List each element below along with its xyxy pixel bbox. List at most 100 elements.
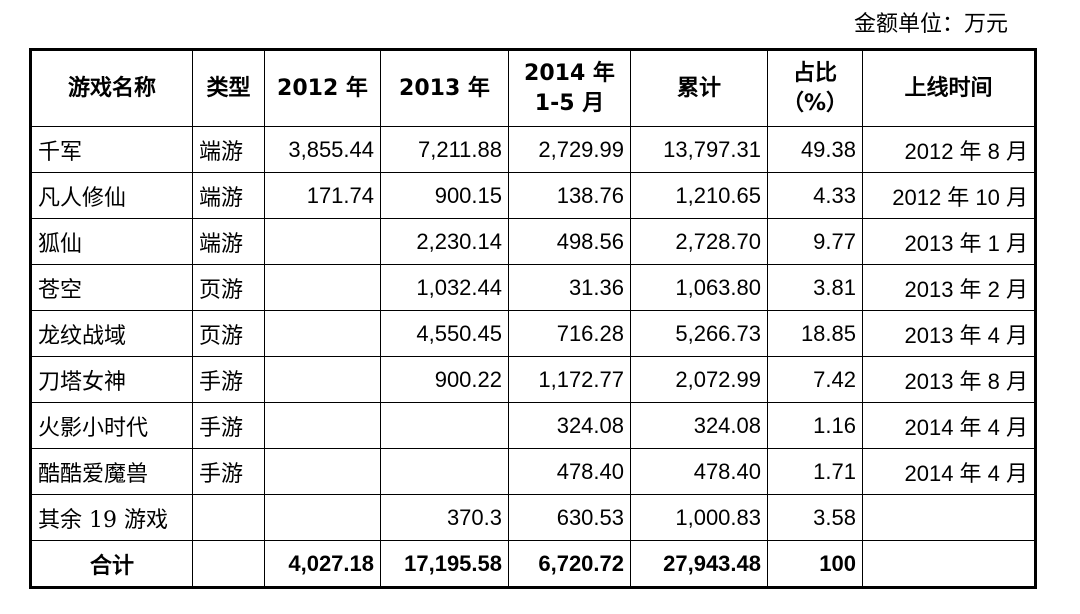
cell-y2014: 498.56 <box>508 218 631 265</box>
cell-y2012 <box>264 402 381 449</box>
header-total: 累计 <box>630 49 768 127</box>
header-2014-line1: 2014 年 <box>524 60 615 86</box>
cell-total: 478.40 <box>630 448 768 495</box>
cell-share: 49.38 <box>767 126 863 173</box>
cell-total: 1,000.83 <box>630 494 768 541</box>
total-row: 合计 4,027.18 17,195.58 6,720.72 27,943.48 100 <box>30 540 1036 588</box>
cell-y2014: 1,172.77 <box>508 356 631 403</box>
cell-share: 7.42 <box>767 356 863 403</box>
header-2014: 2014 年 1-5 月 <box>508 49 631 127</box>
cell-y2012 <box>264 356 381 403</box>
table-row: 酷酷爱魔兽 手游 478.40 478.40 1.71 2014 年 4 月 <box>30 448 1036 495</box>
table-row: 苍空 页游 1,032.44 31.36 1,063.80 3.81 2013 年 2 月 <box>30 264 1036 311</box>
table-row: 龙纹战域 页游 4,550.45 716.28 5,266.73 18.85 2013 年 … <box>30 310 1036 357</box>
cell-y2012: 3,855.44 <box>264 126 381 173</box>
cell-type: 端游 <box>192 126 265 173</box>
cell-launch: 2012 年 10 月 <box>862 172 1036 219</box>
cell-y2012 <box>264 494 381 541</box>
cell-share: 3.81 <box>767 264 863 311</box>
cell-name: 其余 19 游戏 <box>30 494 193 541</box>
cell-type: 手游 <box>192 402 265 449</box>
cell-y2012 <box>264 448 381 495</box>
cell-name: 酷酷爱魔兽 <box>30 448 193 495</box>
cell-name: 苍空 <box>30 264 193 311</box>
table-row: 凡人修仙 端游 171.74 900.15 138.76 1,210.65 4.33 2012… <box>30 172 1036 219</box>
cell-type: 手游 <box>192 356 265 403</box>
cell-launch: 2013 年 8 月 <box>862 356 1036 403</box>
cell-y2012: 171.74 <box>264 172 381 219</box>
header-type: 类型 <box>192 49 265 127</box>
table-row: 火影小时代 手游 324.08 324.08 1.16 2014 年 4 月 <box>30 402 1036 449</box>
cell-name: 刀塔女神 <box>30 356 193 403</box>
cell-y2013 <box>380 448 509 495</box>
cell-launch: 2012 年 8 月 <box>862 126 1036 173</box>
cell-y2014: 31.36 <box>508 264 631 311</box>
cell-total: 27,943.48 <box>630 540 768 588</box>
cell-y2014: 478.40 <box>508 448 631 495</box>
cell-launch <box>862 494 1036 541</box>
header-share-line1: 占比 <box>792 60 837 86</box>
cell-launch <box>862 540 1036 588</box>
cell-total: 13,797.31 <box>630 126 768 173</box>
cell-y2013: 4,550.45 <box>380 310 509 357</box>
header-name: 游戏名称 <box>30 49 193 127</box>
header-share: 占比 （%） <box>767 49 863 127</box>
header-2012: 2012 年 <box>264 49 381 127</box>
cell-total: 5,266.73 <box>630 310 768 357</box>
cell-launch: 2014 年 4 月 <box>862 448 1036 495</box>
cell-share: 1.71 <box>767 448 863 495</box>
cell-launch: 2014 年 4 月 <box>862 402 1036 449</box>
cell-type <box>192 494 265 541</box>
cell-total: 324.08 <box>630 402 768 449</box>
cell-y2013: 17,195.58 <box>380 540 509 588</box>
cell-name: 狐仙 <box>30 218 193 265</box>
cell-type <box>192 540 265 588</box>
cell-y2012 <box>264 264 381 311</box>
cell-y2014: 6,720.72 <box>508 540 631 588</box>
cell-name: 合计 <box>30 540 193 588</box>
cell-type: 页游 <box>192 264 265 311</box>
cell-launch: 2013 年 1 月 <box>862 218 1036 265</box>
cell-share: 1.16 <box>767 402 863 449</box>
table-row: 其余 19 游戏 370.3 630.53 1,000.83 3.58 <box>30 494 1036 541</box>
cell-total: 2,728.70 <box>630 218 768 265</box>
cell-y2012: 4,027.18 <box>264 540 381 588</box>
table-header-row: 游戏名称 类型 2012 年 2013 年 2014 年 1-5 月 累计 占比… <box>30 49 1036 127</box>
cell-share: 100 <box>767 540 863 588</box>
cell-type: 端游 <box>192 172 265 219</box>
cell-name: 龙纹战域 <box>30 310 193 357</box>
cell-y2014: 2,729.99 <box>508 126 631 173</box>
unit-note: 金额单位：万元 <box>853 12 1008 37</box>
cell-type: 页游 <box>192 310 265 357</box>
cell-y2014: 138.76 <box>508 172 631 219</box>
cell-y2013: 900.15 <box>380 172 509 219</box>
cell-y2013: 7,211.88 <box>380 126 509 173</box>
cell-total: 2,072.99 <box>630 356 768 403</box>
table-row: 狐仙 端游 2,230.14 498.56 2,728.70 9.77 2013 年 1 月 <box>30 218 1036 265</box>
cell-share: 9.77 <box>767 218 863 265</box>
cell-launch: 2013 年 2 月 <box>862 264 1036 311</box>
cell-y2013 <box>380 402 509 449</box>
cell-y2014: 630.53 <box>508 494 631 541</box>
cell-type: 端游 <box>192 218 265 265</box>
cell-share: 18.85 <box>767 310 863 357</box>
cell-name: 凡人修仙 <box>30 172 193 219</box>
cell-y2013: 2,230.14 <box>380 218 509 265</box>
game-revenue-table: 游戏名称 类型 2012 年 2013 年 2014 年 1-5 月 累计 占比… <box>29 48 1037 589</box>
cell-name: 火影小时代 <box>30 402 193 449</box>
table-row: 刀塔女神 手游 900.22 1,172.77 2,072.99 7.42 2013 年 8… <box>30 356 1036 403</box>
cell-share: 4.33 <box>767 172 863 219</box>
cell-launch: 2013 年 4 月 <box>862 310 1036 357</box>
cell-y2012 <box>264 310 381 357</box>
header-launch: 上线时间 <box>862 49 1036 127</box>
cell-type: 手游 <box>192 448 265 495</box>
cell-y2013: 900.22 <box>380 356 509 403</box>
cell-y2014: 716.28 <box>508 310 631 357</box>
cell-total: 1,210.65 <box>630 172 768 219</box>
header-2014-line2: 1-5 月 <box>534 90 605 116</box>
cell-name: 千军 <box>30 126 193 173</box>
table-row: 千军 端游 3,855.44 7,211.88 2,729.99 13,797.31 49.… <box>30 126 1036 173</box>
cell-y2013: 1,032.44 <box>380 264 509 311</box>
header-share-line2: （%） <box>781 90 849 116</box>
cell-total: 1,063.80 <box>630 264 768 311</box>
